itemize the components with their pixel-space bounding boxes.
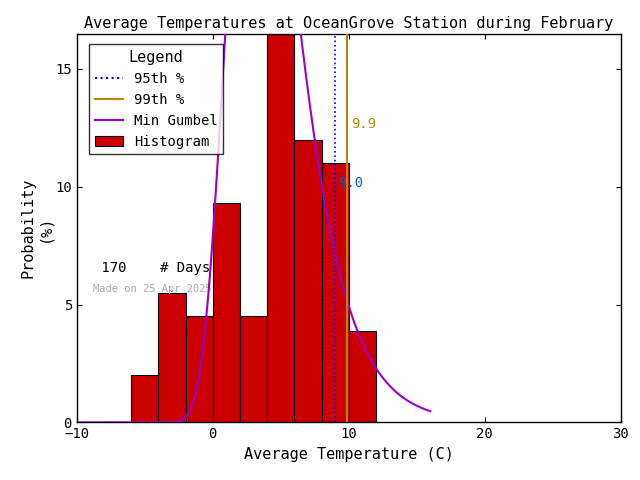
Bar [349,331,376,422]
95th % [332,396,339,402]
95th % [332,420,339,425]
Bar [322,163,349,422]
Min Gumbel [364,350,371,356]
Text: 9.9: 9.9 [351,117,376,131]
Legend: 95th %, 99th %, Min Gumbel, Histogram: 95th %, 99th %, Min Gumbel, Histogram [89,45,223,155]
Bar [240,316,268,422]
Bar [159,293,186,422]
Bar [186,316,212,422]
99th % [344,396,351,402]
Min Gumbel [73,420,81,425]
Min Gumbel [419,406,426,411]
X-axis label: Average Temperature (C): Average Temperature (C) [244,447,454,462]
Text: 9.0: 9.0 [339,176,364,190]
Y-axis label: Probability
(%): Probability (%) [20,178,52,278]
Min Gumbel [427,408,435,414]
Line: Min Gumbel: Min Gumbel [77,0,431,422]
Bar [131,375,158,422]
Bar [294,140,322,422]
Bar [212,203,240,422]
99th % [344,420,351,425]
Title: Average Temperatures at OceanGrove Station during February: Average Temperatures at OceanGrove Stati… [84,16,613,31]
Text: Made on 25 Apr 2025: Made on 25 Apr 2025 [93,284,212,294]
Bar [268,34,294,422]
Text: 170    # Days: 170 # Days [93,261,211,275]
